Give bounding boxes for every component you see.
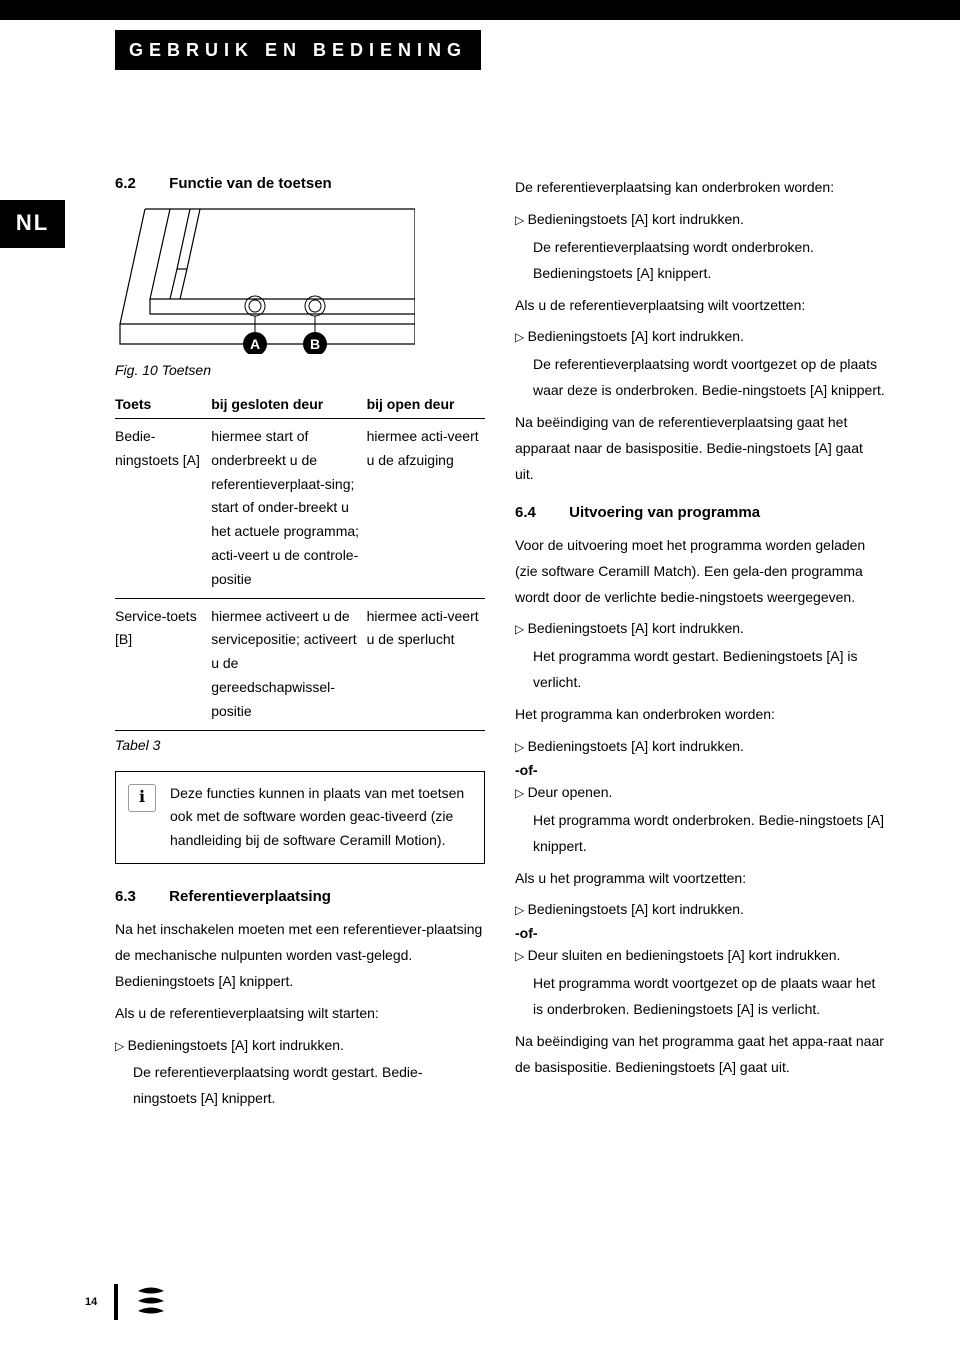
info-text: Deze functies kunnen in plaats van met t… — [170, 782, 472, 853]
body-text: Na beëindiging van de referentieverplaat… — [515, 410, 885, 488]
figure-10: A B — [115, 204, 485, 354]
body-text: Na het inschakelen moeten met een refere… — [115, 917, 485, 995]
table-cell: hiermee start of onderbreekt u de refere… — [211, 419, 366, 599]
body-text: Na beëindiging van het programma gaat he… — [515, 1029, 885, 1081]
body-text: Als u de referentieverplaatsing wilt sta… — [115, 1001, 485, 1027]
action-step: Bedieningstoets [A] kort indrukken. — [515, 734, 885, 760]
table-header: bij gesloten deur — [211, 392, 366, 419]
page: GEBRUIK EN BEDIENING NL 6.2 Functie van … — [0, 0, 960, 1360]
section-6-3-heading: 6.3 Referentieverplaatsing — [115, 888, 485, 905]
body-text: Het programma kan onderbroken worden: — [515, 702, 885, 728]
right-column: De referentieverplaatsing kan onderbroke… — [515, 175, 885, 1087]
table-row: Service-toets [B] hiermee activeert u de… — [115, 598, 485, 730]
section-6-2-title: Functie van de toetsen — [169, 175, 332, 192]
result-text: De referentieverplaatsing wordt onderbro… — [533, 235, 885, 287]
table-3-caption: Tabel 3 — [115, 737, 485, 753]
result-text: Het programma wordt onderbroken. Bedie-n… — [533, 808, 885, 860]
result-text: Het programma wordt gestart. Bedieningst… — [533, 644, 885, 696]
table-cell: Bedie-ningstoets [A] — [115, 419, 211, 599]
body-text: Voor de uitvoering moet het programma wo… — [515, 533, 885, 611]
action-step: Deur sluiten en bedieningstoets [A] kort… — [515, 943, 885, 969]
footer: 14 — [85, 1284, 166, 1320]
figure-label-a: A — [250, 336, 260, 352]
figure-10-caption: Fig. 10 Toetsen — [115, 362, 485, 378]
table-cell: Service-toets [B] — [115, 598, 211, 730]
language-code: NL — [16, 210, 49, 235]
table-cell: hiermee activeert u de servicepositie; a… — [211, 598, 366, 730]
info-icon: ℹ — [128, 784, 156, 812]
figure-10-svg: A B — [115, 204, 415, 354]
table-header-row: Toets bij gesloten deur bij open deur — [115, 392, 485, 419]
body-text: De referentieverplaatsing kan onderbroke… — [515, 175, 885, 201]
section-6-2-heading: 6.2 Functie van de toetsen — [115, 175, 485, 192]
body-text: Als u het programma wilt voortzetten: — [515, 866, 885, 892]
table-cell: hiermee acti-veert u de sperlucht — [367, 598, 485, 730]
top-black-bar — [0, 0, 960, 20]
action-step: Bedieningstoets [A] kort indrukken. — [115, 1033, 485, 1059]
or-separator: -of- — [515, 762, 885, 778]
action-step: Bedieningstoets [A] kort indrukken. — [515, 207, 885, 233]
result-text: De referentieverplaatsing wordt voortgez… — [533, 352, 885, 404]
table-3: Toets bij gesloten deur bij open deur Be… — [115, 392, 485, 731]
result-text: De referentieverplaatsing wordt gestart.… — [133, 1060, 485, 1112]
table-header: Toets — [115, 392, 211, 419]
footer-logo-icon — [136, 1285, 166, 1320]
content-area: 6.2 Functie van de toetsen — [115, 175, 890, 1260]
section-6-3-num: 6.3 — [115, 888, 165, 905]
figure-label-b: B — [310, 336, 320, 352]
action-step: Bedieningstoets [A] kort indrukken. — [515, 324, 885, 350]
action-step: Deur openen. — [515, 780, 885, 806]
result-text: Het programma wordt voortgezet op de pla… — [533, 971, 885, 1023]
header-bar: GEBRUIK EN BEDIENING — [115, 30, 481, 70]
section-6-4-num: 6.4 — [515, 504, 565, 521]
page-number: 14 — [85, 1296, 97, 1308]
language-tab: NL — [0, 200, 65, 248]
action-step: Bedieningstoets [A] kort indrukken. — [515, 897, 885, 923]
section-6-2-num: 6.2 — [115, 175, 165, 192]
table-header: bij open deur — [367, 392, 485, 419]
header-title: GEBRUIK EN BEDIENING — [129, 40, 467, 60]
footer-divider — [114, 1284, 118, 1320]
section-6-4-title: Uitvoering van programma — [569, 504, 760, 521]
left-column: 6.2 Functie van de toetsen — [115, 175, 485, 1118]
info-box: ℹ Deze functies kunnen in plaats van met… — [115, 771, 485, 864]
action-step: Bedieningstoets [A] kort indrukken. — [515, 616, 885, 642]
section-6-3-title: Referentieverplaatsing — [169, 888, 331, 905]
section-6-4-heading: 6.4 Uitvoering van programma — [515, 504, 885, 521]
body-text: Als u de referentieverplaatsing wilt voo… — [515, 293, 885, 319]
table-row: Bedie-ningstoets [A] hiermee start of on… — [115, 419, 485, 599]
table-cell: hiermee acti-veert u de afzuiging — [367, 419, 485, 599]
or-separator: -of- — [515, 925, 885, 941]
